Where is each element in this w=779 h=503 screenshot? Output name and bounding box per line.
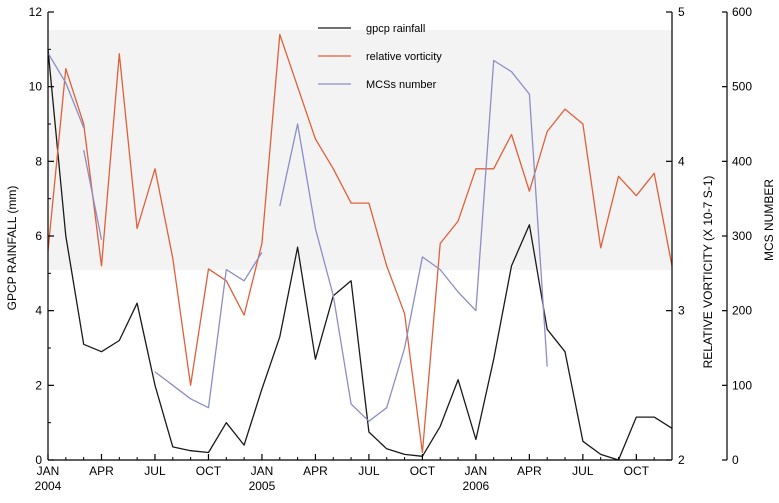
x-year-label: 2004 — [35, 479, 62, 493]
y-left-tick-label: 10 — [29, 80, 43, 94]
y-right1-tick-label: 5 — [678, 5, 685, 19]
y-right2-tick-label: 500 — [732, 80, 752, 94]
x-tick-label: JAN — [465, 464, 488, 478]
x-tick-label: APR — [517, 464, 542, 478]
y-right1-tick-label: 2 — [678, 453, 685, 467]
x-tick-label: JUL — [358, 464, 380, 478]
x-tick-label: APR — [303, 464, 328, 478]
mcss-number-line-segment-3 — [154, 252, 263, 409]
mcss-number-line-segment-2 — [83, 149, 103, 240]
mcss-number-line-segment-1 — [47, 52, 85, 128]
y-left-axis-title: GPCP RAINFALL (mm) — [5, 186, 19, 311]
y-right2-axis-title: MCS NUMBER — [762, 179, 776, 261]
legend-label: gpcp rainfall — [366, 23, 425, 35]
x-tick-label: APR — [89, 464, 114, 478]
y-right1-axis-title: RELATIVE VORTICITY (X 10-7 S-1) — [701, 176, 715, 369]
legend: gpcp rainfall relative vorticity MCSs numb… — [318, 23, 442, 91]
y-right2-tick-label: 0 — [732, 453, 739, 467]
y-right2-tick-label: 300 — [732, 229, 752, 243]
x-tick-label: OCT — [624, 464, 650, 478]
x-year-label: 2005 — [249, 479, 276, 493]
y-left-tick-label: 12 — [29, 5, 43, 19]
gpcp-rainfall-line — [47, 49, 673, 461]
y-left-tick-label: 6 — [35, 229, 42, 243]
x-tick-label: JUL — [572, 464, 594, 478]
y-right1-tick-label: 3 — [678, 304, 685, 318]
y-left-tick-label: 8 — [35, 154, 42, 168]
y-right2-tick-label: 100 — [732, 378, 752, 392]
y-left-tick-label: 0 — [35, 453, 42, 467]
y-right2-tick-label: 200 — [732, 304, 752, 318]
x-tick-label: JAN — [251, 464, 274, 478]
y-left-tick-label: 2 — [35, 378, 42, 392]
x-tick-label: OCT — [410, 464, 436, 478]
legend-label: relative vorticity — [366, 51, 442, 63]
x-tick-label: JUL — [144, 464, 166, 478]
mcss-number-line-segment-4 — [279, 59, 548, 422]
x-tick-label: OCT — [196, 464, 222, 478]
y-left-tick-label: 4 — [35, 304, 42, 318]
x-year-label: 2006 — [463, 479, 490, 493]
y-right2-tick-label: 400 — [732, 154, 752, 168]
shaded-band — [48, 30, 672, 270]
x-tick-label: JAN — [37, 464, 60, 478]
y-right1-tick-label: 4 — [678, 154, 685, 168]
y-right2-tick-label: 600 — [732, 5, 752, 19]
relative-vorticity-line — [47, 33, 673, 454]
legend-label: MCSs number — [366, 79, 437, 91]
